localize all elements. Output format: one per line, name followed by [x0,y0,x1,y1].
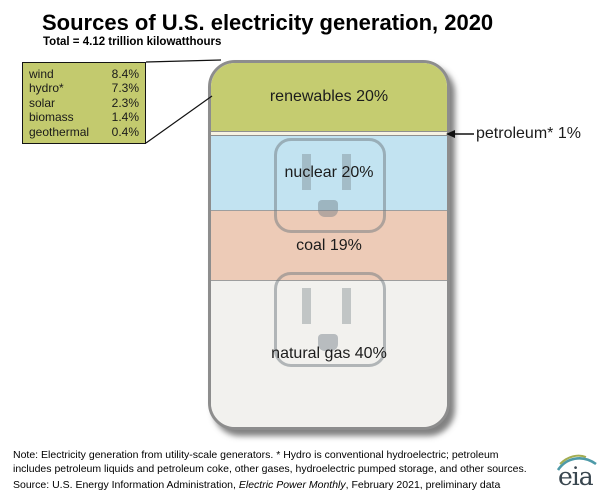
segment-coal: coal 19% [211,211,447,281]
legend-value: 0.4% [111,124,139,139]
legend-label: wind [29,67,54,81]
socket-slot-right-icon [342,288,351,324]
legend-value: 8.4% [111,67,139,81]
segment-label-coal: coal 19% [296,236,362,254]
legend-label: biomass [29,110,74,125]
legend-row-biomass: biomass 1.4% [29,110,139,124]
outlet-socket-bottom-icon [274,272,386,367]
legend-callout-line-top [145,59,222,63]
legend-value: 1.4% [111,110,139,125]
socket-ground-hole-icon [318,200,338,217]
chart-title: Sources of U.S. electricity generation, … [42,10,494,35]
legend-row-hydro: hydro* 7.3% [29,81,139,95]
chart-subtitle: Total = 4.12 trillion kilowatthours [43,36,222,48]
eia-logo: eia [556,450,598,498]
legend-label: solar [29,95,56,110]
segment-renewables: renewables 20% [211,63,447,131]
legend-row-wind: wind 8.4% [29,67,139,81]
legend-label: geothermal [29,124,90,139]
segment-label-nuclear: nuclear 20% [284,164,374,181]
footnote-line-2: includes petroleum liquids and petroleum… [13,463,527,475]
source-line: Source: U.S. Energy Information Administ… [13,479,500,491]
eia-logo-text: eia [558,462,594,491]
segment-natural-gas: natural gas 40% [211,281,447,427]
outlet-socket-top-icon [274,138,386,233]
source-publication: Electric Power Monthly [238,479,346,491]
socket-slot-left-icon [302,154,311,190]
socket-ground-hole-icon [318,334,338,351]
outlet-plug-chart: renewables 20% nuclear 20% coal 19% natu… [208,60,450,430]
legend-row-solar: solar 2.3% [29,96,139,110]
footnote-line-1: Note: Electricity generation from utilit… [13,449,499,461]
legend-label: hydro* [29,81,64,96]
legend-value: 7.3% [111,81,139,96]
segment-petroleum [211,131,447,136]
segment-label-natural-gas: natural gas 40% [271,345,387,362]
petroleum-callout-label: petroleum* 1% [476,125,581,142]
source-suffix: , February 2021, preliminary data [345,479,501,491]
legend-row-geothermal: geothermal 0.4% [29,125,139,139]
legend-callout-line-bottom [145,95,213,144]
eia-swoosh-icon [556,454,597,471]
segment-label-renewables: renewables 20% [269,88,389,105]
source-prefix: Source: U.S. Energy Information Administ… [13,479,239,491]
socket-slot-right-icon [342,154,351,190]
socket-slot-left-icon [302,288,311,324]
segment-nuclear: nuclear 20% [211,136,447,211]
renewables-breakdown-legend: wind 8.4% hydro* 7.3% solar 2.3% biomass… [22,62,146,144]
legend-value: 2.3% [111,95,139,110]
